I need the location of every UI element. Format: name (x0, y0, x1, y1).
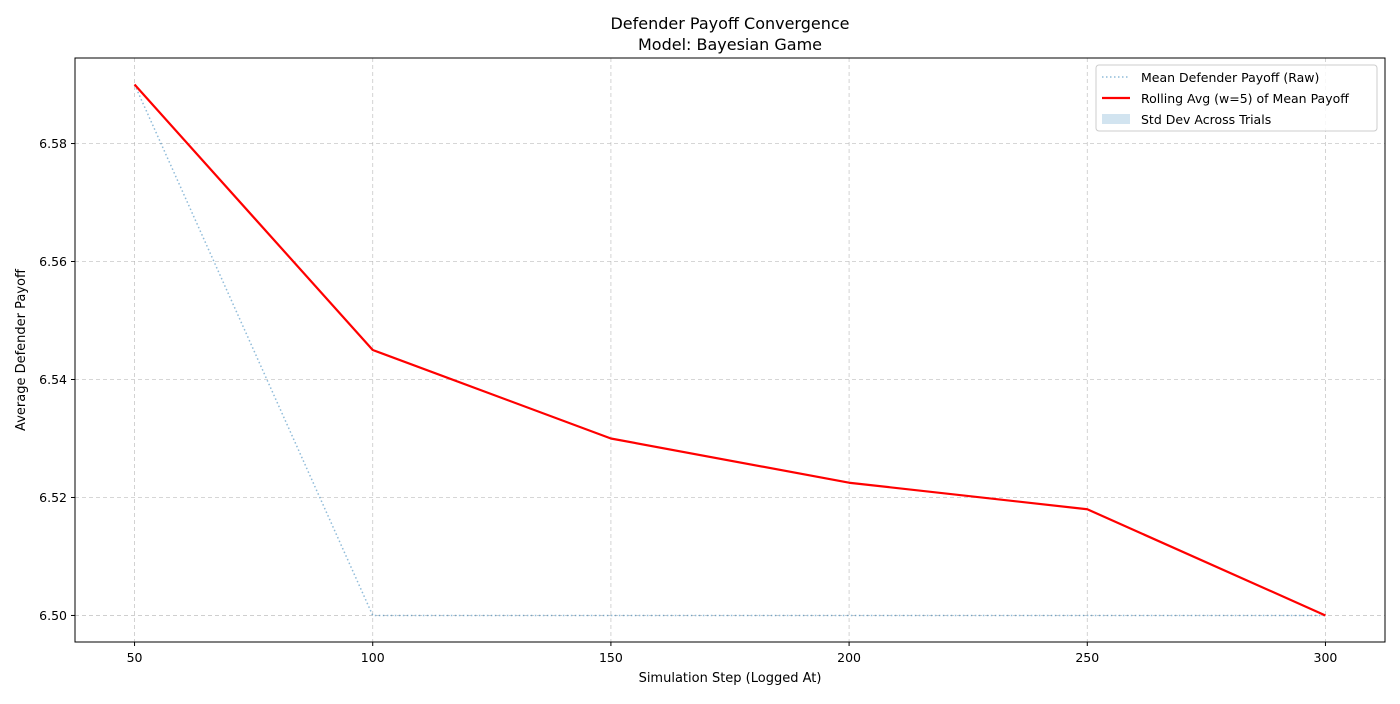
x-tick-label: 250 (1075, 650, 1099, 665)
plot-area-frame (74, 57, 1386, 643)
chart-subtitle: Model: Bayesian Game (638, 35, 822, 54)
x-axis-label: Simulation Step (Logged At) (639, 671, 822, 686)
y-tick-label: 6.52 (39, 490, 67, 505)
x-tick-label: 200 (837, 650, 861, 665)
series-line-raw-mean (133, 84, 1326, 617)
legend: Mean Defender Payoff (Raw) Rolling Avg (… (1095, 64, 1378, 132)
x-tick-label: 300 (1314, 650, 1338, 665)
x-tick-label: 150 (599, 650, 623, 665)
chart-title: Defender Payoff Convergence (610, 14, 849, 33)
y-tick-label: 6.58 (39, 136, 67, 151)
legend-label-raw: Mean Defender Payoff (Raw) (1141, 70, 1319, 85)
legend-label-rolling: Rolling Avg (w=5) of Mean Payoff (1141, 91, 1349, 106)
y-tick-label: 6.56 (39, 254, 67, 269)
y-axis-label: Average Defender Payoff (14, 268, 29, 431)
y-tick-label: 6.54 (39, 372, 67, 387)
series-line-rolling-avg (133, 83, 1326, 617)
legend-swatch-stddev (1102, 114, 1130, 124)
x-tick-label: 100 (361, 650, 385, 665)
legend-frame (1095, 64, 1378, 132)
legend-label-stddev: Std Dev Across Trials (1141, 112, 1271, 127)
x-tick-label: 50 (127, 650, 143, 665)
y-tick-label: 6.50 (39, 608, 67, 623)
